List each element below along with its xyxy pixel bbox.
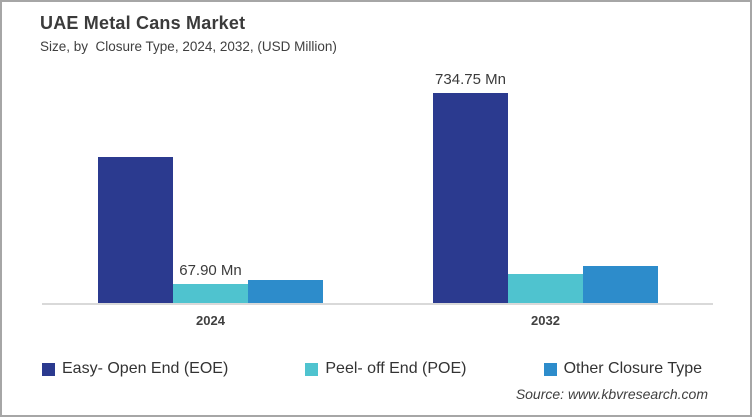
source-credit: Source: www.kbvresearch.com (515, 386, 708, 402)
bar-poe-2024: 67.90 Mn (173, 262, 248, 303)
legend-label-poe: Peel- off End (POE) (325, 360, 467, 377)
bar-eoe-2032: 734.75 Mn (433, 71, 508, 303)
legend-swatch-other-icon (543, 362, 557, 376)
bar-eoe-2024 (98, 157, 173, 303)
legend-swatch-poe-icon (305, 362, 319, 376)
x-tick-2032: 2032 (531, 313, 560, 328)
data-label-poe-2024: 67.90 Mn (179, 261, 242, 279)
bar-group-2024: 67.90 Mn (98, 157, 323, 303)
bar-other-2032 (583, 265, 658, 303)
chart-subtitle: Size, by Closure Type, 2024, 2032, (USD … (40, 39, 337, 54)
legend-item-poe: Peel- off End (POE) (305, 360, 466, 378)
legend-label-eoe: Easy- Open End (EOE) (62, 360, 229, 377)
bar-other-2024 (248, 280, 323, 303)
bar-group-2032: 734.75 Mn (433, 71, 658, 303)
chart-title: UAE Metal Cans Market (40, 13, 246, 33)
data-label-eoe-2032: 734.75 Mn (435, 70, 506, 88)
legend: Easy- Open End (EOE) Peel- off End (POE)… (42, 360, 702, 378)
plot-area: 67.90 Mn 734.75 Mn (42, 64, 713, 305)
legend-item-eoe: Easy- Open End (EOE) (42, 360, 228, 378)
legend-swatch-eoe-icon (42, 362, 55, 376)
bar-poe-2032 (508, 274, 583, 303)
x-tick-2024: 2024 (196, 313, 225, 328)
legend-item-other: Other Closure Type (543, 360, 702, 378)
legend-label-other: Other Closure Type (563, 360, 702, 377)
